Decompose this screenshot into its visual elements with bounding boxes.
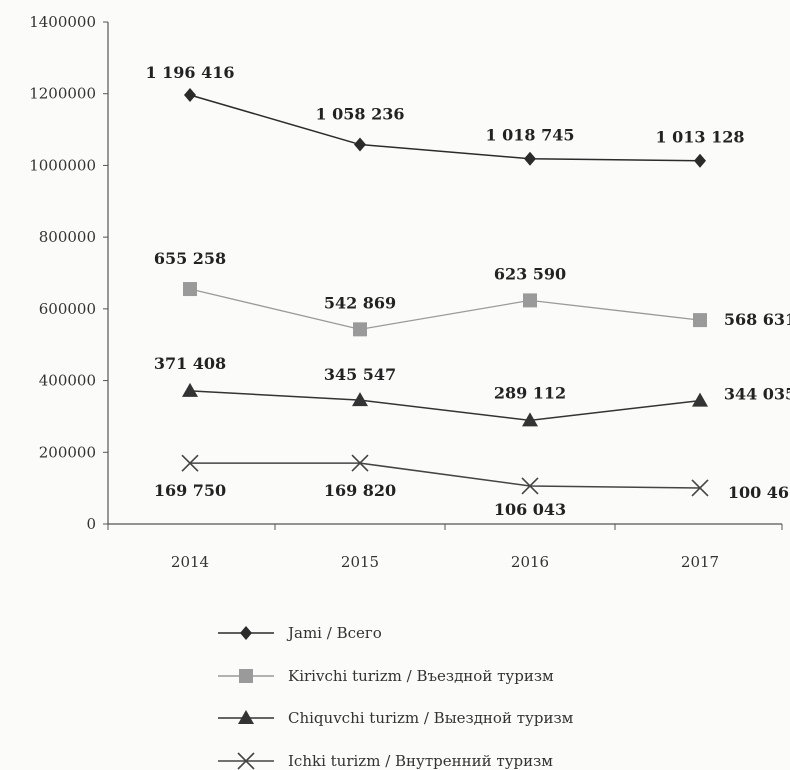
data-point xyxy=(694,153,706,168)
data-point xyxy=(181,454,199,472)
legend: Jami / Всего Kirivchi turizm / Въездной т… xyxy=(218,624,574,770)
data-label: 344 035 xyxy=(724,385,790,404)
y-tick-label: 400000 xyxy=(39,372,96,390)
x-marker-stroke xyxy=(237,752,255,770)
legend-marker xyxy=(238,710,254,724)
data-point xyxy=(351,454,369,472)
data-label: 1 018 745 xyxy=(485,126,574,145)
x-marker-stroke xyxy=(521,477,539,495)
legend-marker xyxy=(240,626,252,640)
data-point xyxy=(692,392,708,407)
data-label: 655 258 xyxy=(154,249,226,268)
data-labels: 1 196 416 1 058 236 1 018 745 1 013 128 655 … xyxy=(145,63,790,519)
data-point xyxy=(693,313,707,328)
data-point xyxy=(691,479,709,497)
y-tick-label: 1000000 xyxy=(29,156,96,174)
data-label: 169 750 xyxy=(154,481,226,500)
data-label: 542 869 xyxy=(324,293,396,312)
x-marker-stroke xyxy=(691,479,709,497)
data-label: 371 408 xyxy=(154,354,226,373)
y-tick-label: 1200000 xyxy=(29,85,96,103)
data-point xyxy=(354,137,366,152)
data-label: 289 112 xyxy=(494,383,566,402)
data-label: 169 820 xyxy=(324,481,396,500)
legend-label: Kirivchi turizm / Въездной туризм xyxy=(288,667,554,685)
data-point xyxy=(353,322,367,337)
data-point xyxy=(524,151,536,166)
data-point xyxy=(182,382,198,397)
series-line-2 xyxy=(189,288,701,331)
y-tick-label: 1400000 xyxy=(29,13,96,31)
data-label: 1 013 128 xyxy=(655,128,744,147)
axes: 0 200000 400000 600000 800000 1000000 1200000 1… xyxy=(29,13,783,571)
series-line-4 xyxy=(189,462,701,489)
data-point xyxy=(184,87,196,102)
legend-label: Jami / Всего xyxy=(286,624,382,642)
data-label: 1 058 236 xyxy=(315,105,404,124)
series-line-1 xyxy=(189,94,701,162)
x-tick-label: 2015 xyxy=(341,553,379,571)
legend-marker xyxy=(239,669,253,683)
series-line-3 xyxy=(189,390,701,422)
x-tick-label: 2016 xyxy=(511,553,549,571)
x-tick-label: 2014 xyxy=(171,553,209,571)
data-point xyxy=(522,412,538,427)
legend-marker xyxy=(237,752,255,770)
data-point xyxy=(523,293,537,308)
x-marker-stroke xyxy=(351,454,369,472)
series-group xyxy=(181,87,709,497)
legend-label: Ichki turizm / Внутренний туризм xyxy=(288,752,553,770)
data-label: 100 462 xyxy=(728,483,790,502)
x-tick-label: 2017 xyxy=(681,553,719,571)
data-label: 345 547 xyxy=(324,365,396,384)
data-point xyxy=(521,477,539,495)
data-label: 106 043 xyxy=(494,500,566,519)
y-tick-label: 0 xyxy=(86,515,96,533)
data-label: 623 590 xyxy=(494,264,566,283)
y-tick-label: 200000 xyxy=(39,443,96,461)
data-point xyxy=(352,392,368,407)
y-tick-label: 600000 xyxy=(39,300,96,318)
data-label: 568 631 xyxy=(724,310,790,329)
data-point xyxy=(183,282,197,297)
y-tick-label: 800000 xyxy=(39,228,96,246)
legend-label: Chiquvchi turizm / Выездной туризм xyxy=(288,709,574,727)
data-label: 1 196 416 xyxy=(145,63,234,82)
x-marker-stroke xyxy=(181,454,199,472)
